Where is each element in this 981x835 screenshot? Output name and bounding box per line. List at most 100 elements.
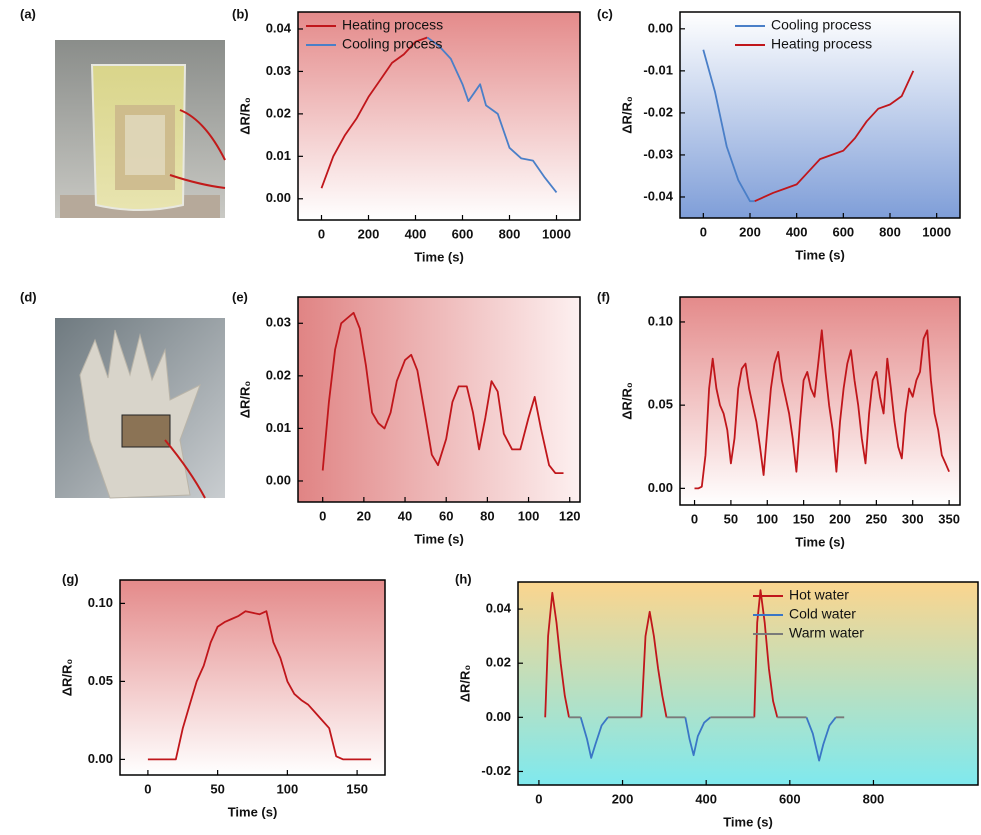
y-tick-label: -0.04 bbox=[643, 188, 673, 203]
x-tick-label: 200 bbox=[358, 226, 380, 241]
y-tick-label: 0.02 bbox=[266, 105, 291, 120]
legend-label: Cooling process bbox=[771, 17, 871, 33]
x-tick-label: 50 bbox=[210, 781, 224, 796]
data-line bbox=[147, 610, 372, 761]
x-tick-label: 0 bbox=[319, 508, 326, 523]
x-tick-label: 40 bbox=[398, 508, 412, 523]
x-axis-label: Time (s) bbox=[723, 814, 773, 829]
x-tick-label: 0 bbox=[691, 511, 698, 526]
x-tick-label: 100 bbox=[518, 508, 540, 523]
x-tick-label: 400 bbox=[405, 226, 427, 241]
x-tick-label: 0 bbox=[700, 224, 707, 239]
plot-frame bbox=[297, 296, 581, 503]
legend-label: Heating process bbox=[342, 17, 443, 33]
y-tick-label: 0.01 bbox=[266, 148, 291, 163]
x-tick-label: 600 bbox=[452, 226, 474, 241]
x-tick-label: 800 bbox=[863, 791, 885, 806]
x-tick-label: 200 bbox=[612, 791, 634, 806]
plot-frame bbox=[679, 296, 961, 506]
y-tick-label: 0.04 bbox=[266, 20, 292, 35]
x-tick-label: 800 bbox=[879, 224, 901, 239]
y-tick-label: 0.00 bbox=[266, 472, 291, 487]
x-tick-label: 100 bbox=[756, 511, 778, 526]
y-tick-label: 0.00 bbox=[648, 480, 673, 495]
y-tick-label: 0.03 bbox=[266, 315, 291, 330]
x-tick-label: 150 bbox=[793, 511, 815, 526]
panel-label: (g) bbox=[62, 571, 79, 586]
legend-label: Cooling process bbox=[342, 36, 442, 52]
photo-glove bbox=[55, 318, 225, 499]
x-tick-label: 200 bbox=[739, 224, 761, 239]
y-tick-label: 0.02 bbox=[486, 655, 511, 670]
y-tick-label: -0.03 bbox=[643, 146, 673, 161]
legend-label: Heating process bbox=[771, 36, 872, 52]
x-tick-label: 400 bbox=[786, 224, 808, 239]
x-axis-label: Time (s) bbox=[795, 247, 845, 262]
data-line bbox=[579, 716, 837, 762]
x-tick-label: 20 bbox=[357, 508, 371, 523]
panel-label: (h) bbox=[455, 571, 472, 586]
x-tick-label: 0 bbox=[144, 781, 151, 796]
plot-background bbox=[680, 12, 960, 218]
y-axis-label: ΔR/R₀ bbox=[59, 659, 74, 697]
y-tick-label: -0.02 bbox=[643, 104, 673, 119]
photo-beaker bbox=[55, 40, 226, 218]
plot-background bbox=[680, 297, 960, 505]
panel-label: (d) bbox=[20, 289, 37, 304]
plot-frame bbox=[297, 11, 581, 221]
y-tick-label: 0.00 bbox=[648, 20, 673, 35]
data-line bbox=[426, 36, 558, 193]
x-axis-label: Time (s) bbox=[414, 531, 464, 546]
plot-background bbox=[518, 582, 978, 785]
x-tick-label: 200 bbox=[829, 511, 851, 526]
panel-label: (b) bbox=[232, 6, 249, 21]
x-tick-label: 150 bbox=[346, 781, 368, 796]
x-tick-label: 800 bbox=[499, 226, 521, 241]
plot-frame bbox=[517, 581, 979, 786]
x-tick-label: 100 bbox=[277, 781, 299, 796]
y-tick-label: 0.00 bbox=[88, 751, 113, 766]
x-tick-label: 400 bbox=[695, 791, 717, 806]
x-tick-label: 1000 bbox=[542, 226, 571, 241]
x-tick-label: 0 bbox=[535, 791, 542, 806]
x-tick-label: 300 bbox=[902, 511, 924, 526]
x-tick-label: 80 bbox=[480, 508, 494, 523]
x-tick-label: 50 bbox=[724, 511, 738, 526]
x-tick-label: 1000 bbox=[922, 224, 951, 239]
y-axis-label: ΔR/R₀ bbox=[237, 381, 252, 419]
y-tick-label: 0.01 bbox=[266, 420, 291, 435]
y-tick-label: 0.04 bbox=[486, 601, 512, 616]
x-tick-label: 600 bbox=[832, 224, 854, 239]
panel-label: (a) bbox=[20, 6, 36, 21]
y-tick-label: 0.05 bbox=[88, 673, 113, 688]
plot-frame bbox=[119, 579, 386, 776]
y-axis-label: ΔR/R₀ bbox=[237, 97, 252, 135]
y-tick-label: -0.02 bbox=[481, 763, 511, 778]
panel-label: (e) bbox=[232, 289, 248, 304]
y-tick-label: 0.03 bbox=[266, 63, 291, 78]
x-axis-label: Time (s) bbox=[414, 249, 464, 264]
plot-frame bbox=[679, 11, 961, 219]
legend-label: Warm water bbox=[789, 625, 864, 641]
x-tick-label: 250 bbox=[866, 511, 888, 526]
y-tick-label: 0.00 bbox=[266, 190, 291, 205]
legend-label: Hot water bbox=[789, 587, 849, 603]
x-tick-label: 120 bbox=[559, 508, 581, 523]
y-tick-label: 0.05 bbox=[648, 397, 673, 412]
y-tick-label: 0.10 bbox=[88, 595, 113, 610]
y-tick-label: 0.02 bbox=[266, 367, 291, 382]
data-line bbox=[320, 36, 428, 189]
x-axis-label: Time (s) bbox=[795, 534, 845, 549]
x-axis-label: Time (s) bbox=[228, 804, 278, 819]
data-line bbox=[694, 329, 950, 490]
y-tick-label: -0.01 bbox=[643, 62, 673, 77]
panel-label: (c) bbox=[597, 6, 613, 21]
panel-label: (f) bbox=[597, 289, 610, 304]
x-tick-label: 60 bbox=[439, 508, 453, 523]
data-line bbox=[321, 311, 564, 474]
data-line bbox=[702, 49, 755, 203]
x-tick-label: 600 bbox=[779, 791, 801, 806]
y-tick-label: 0.00 bbox=[486, 709, 511, 724]
legend-label: Cold water bbox=[789, 606, 856, 622]
